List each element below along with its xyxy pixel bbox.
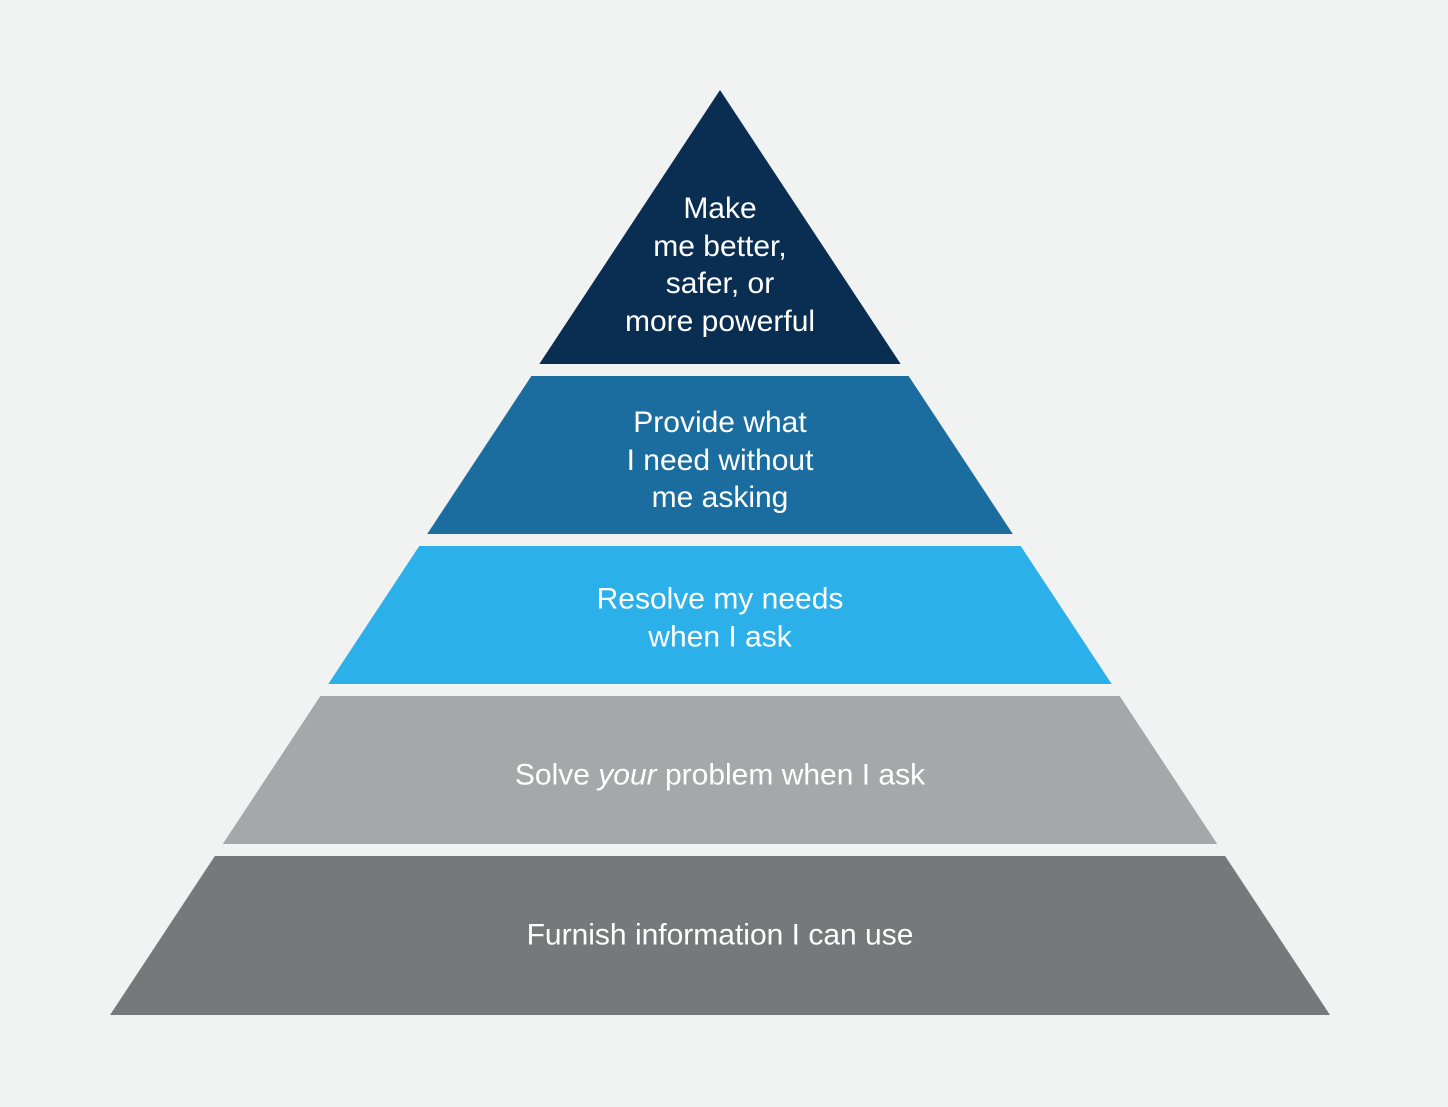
pyramid-level-5-label: Furnish information I can use [527,916,914,954]
pyramid-level-1-label: Make me better, safer, or more powerful [625,190,815,340]
pyramid-level-2-label: Provide what I need without me asking [627,404,814,517]
pyramid-level-4-label: Solve your problem when I ask [515,756,925,794]
pyramid-level-3-label: Resolve my needs when I ask [597,581,844,656]
pyramid-diagram: Make me better, safer, or more powerful P… [0,0,1448,1107]
